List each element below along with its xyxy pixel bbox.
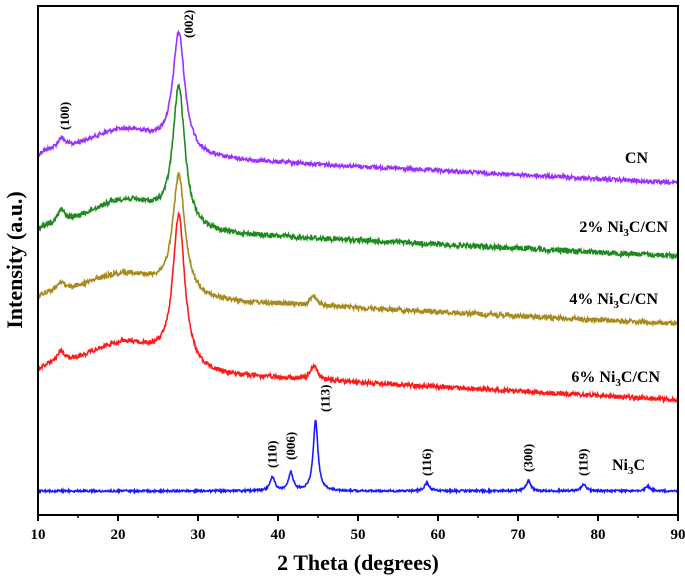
peak-label: (116) [419, 449, 434, 476]
x-tick-label: 90 [671, 527, 685, 543]
series-label-4: Ni3C [612, 457, 645, 477]
peak-label: (006) [283, 432, 298, 460]
series-line-1 [37, 82, 679, 260]
plot-frame [37, 5, 679, 516]
peak-label: (300) [520, 444, 535, 472]
series-label-2: 4% Ni3C/CN [569, 291, 658, 311]
x-tick-label: 80 [591, 527, 606, 543]
labels-layer: CN 2% Ni3C/CN 4% Ni3C/CN 6% Ni3C/CN Ni3C (100… [57, 10, 668, 477]
x-tick-label: 60 [431, 527, 446, 543]
peak-label: (110) [264, 441, 279, 468]
peak-label: (100) [57, 102, 72, 130]
series-label-3: 6% Ni3C/CN [571, 369, 660, 389]
x-tick-label: 20 [111, 527, 126, 543]
x-tick-label: 40 [271, 527, 286, 543]
series-line-4 [37, 419, 679, 495]
series-line-3 [37, 210, 679, 405]
x-tick-label: 30 [191, 527, 206, 543]
peak-label: (002) [181, 10, 196, 38]
y-axis-title: Intensity (a.u.) [2, 191, 27, 329]
series-line-0 [37, 29, 679, 186]
axes-layer: 10 20 30 40 50 60 70 80 90 [31, 5, 685, 543]
x-axis-title: 2 Theta (degrees) [277, 550, 439, 575]
x-tick-label: 50 [351, 527, 366, 543]
series-label-1: 2% Ni3C/CN [579, 219, 668, 239]
peak-label: (119) [576, 449, 591, 476]
series-line-2 [37, 172, 679, 328]
series-label-0: CN [625, 150, 649, 167]
curves-layer [37, 29, 679, 495]
peak-label: (113) [318, 385, 333, 412]
x-tick-label: 10 [31, 527, 46, 543]
x-tick-label: 70 [511, 527, 526, 543]
